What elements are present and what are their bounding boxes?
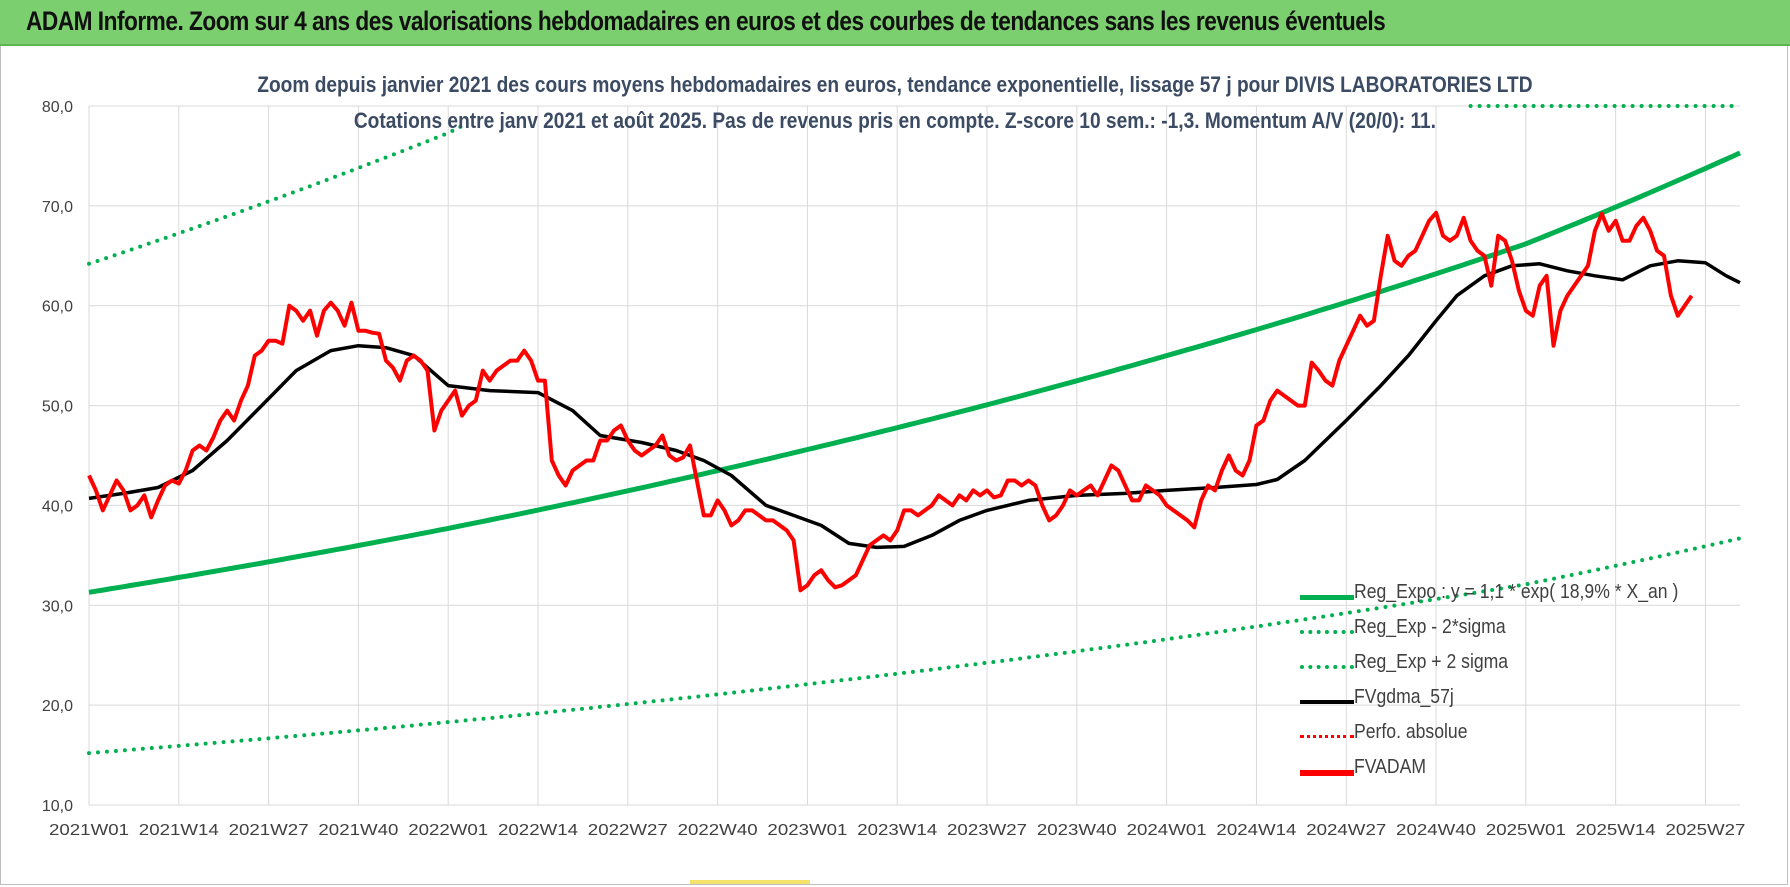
legend-swatch-thick-red bbox=[1300, 770, 1354, 776]
chart-subtitle-line2-text: Cotations entre janv 2021 et août 2025. … bbox=[353, 108, 1437, 133]
x-tick-label: 2024W14 bbox=[1216, 822, 1296, 839]
legend-label-reg-expo: Reg_Expo : y = 1,1 * exp( 18,9% * X_an ) bbox=[1354, 581, 1679, 603]
x-tick-label: 2023W01 bbox=[767, 822, 847, 839]
chart-subtitle-line1: Zoom depuis janvier 2021 des cours moyen… bbox=[0, 72, 1790, 98]
legend-label-reg-minus: Reg_Exp - 2*sigma bbox=[1354, 616, 1506, 638]
chart-subtitle-line1-text: Zoom depuis janvier 2021 des cours moyen… bbox=[257, 72, 1533, 97]
legend-label-reg-plus: Reg_Exp + 2 sigma bbox=[1354, 651, 1509, 673]
legend-label-fvadam: FVADAM bbox=[1354, 756, 1427, 778]
x-tick-label: 2024W27 bbox=[1306, 822, 1386, 839]
x-tick-label: 2021W40 bbox=[318, 822, 398, 839]
y-tick-label: 20,0 bbox=[42, 698, 73, 715]
x-tick-label: 2023W27 bbox=[947, 822, 1027, 839]
series-reg-expo bbox=[88, 150, 1742, 595]
x-tick-label: 2021W27 bbox=[229, 822, 309, 839]
y-tick-label: 60,0 bbox=[42, 299, 73, 316]
x-tick-label: 2023W40 bbox=[1037, 822, 1117, 839]
x-tick-label: 2022W40 bbox=[678, 822, 758, 839]
x-tick-label: 2022W01 bbox=[408, 822, 488, 839]
x-tick-label: 2025W27 bbox=[1665, 822, 1745, 839]
y-tick-label: 40,0 bbox=[42, 498, 73, 515]
y-tick-label: 30,0 bbox=[42, 598, 73, 615]
series-reg-exp-plus-2sigma bbox=[87, 124, 464, 266]
series-reg-exp-minus-2sigma bbox=[87, 536, 1742, 756]
y-tick-label: 70,0 bbox=[42, 199, 73, 216]
header-banner: ADAM Informe. Zoom sur 4 ans des valoris… bbox=[0, 0, 1790, 46]
x-tick-label: 2021W01 bbox=[49, 822, 129, 839]
chart-subtitle-line2: Cotations entre janv 2021 et août 2025. … bbox=[0, 108, 1790, 134]
x-tick-label: 2022W27 bbox=[588, 822, 668, 839]
y-tick-label: 10,0 bbox=[42, 798, 73, 815]
x-tick-label: 2022W14 bbox=[498, 822, 578, 839]
legend-swatch-solid-green bbox=[1300, 595, 1354, 600]
series-fvgdma-57j bbox=[88, 259, 1741, 550]
legend-swatch-dotted-green-2 bbox=[1300, 665, 1354, 669]
legend-swatch-dotted-green bbox=[1300, 630, 1354, 634]
x-tick-label: 2024W01 bbox=[1127, 822, 1207, 839]
x-tick-label: 2021W14 bbox=[139, 822, 219, 839]
legend-label-fvgdma: FVgdma_57j bbox=[1354, 686, 1454, 708]
legend-label-perfo: Perfo. absolue bbox=[1354, 721, 1468, 743]
page-title: ADAM Informe. Zoom sur 4 ans des valoris… bbox=[26, 6, 1386, 36]
y-tick-label: 80,0 bbox=[42, 99, 73, 116]
bottom-accent-bar bbox=[690, 880, 810, 884]
x-tick-label: 2025W14 bbox=[1576, 822, 1656, 839]
x-tick-label: 2023W14 bbox=[857, 822, 937, 839]
series-fvadam bbox=[87, 210, 1694, 593]
legend-swatch-solid-black bbox=[1300, 700, 1354, 704]
x-tick-label: 2024W40 bbox=[1396, 822, 1476, 839]
x-tick-label: 2025W01 bbox=[1486, 822, 1566, 839]
legend-swatch-dotted-red bbox=[1300, 735, 1354, 738]
y-tick-label: 50,0 bbox=[42, 399, 73, 416]
